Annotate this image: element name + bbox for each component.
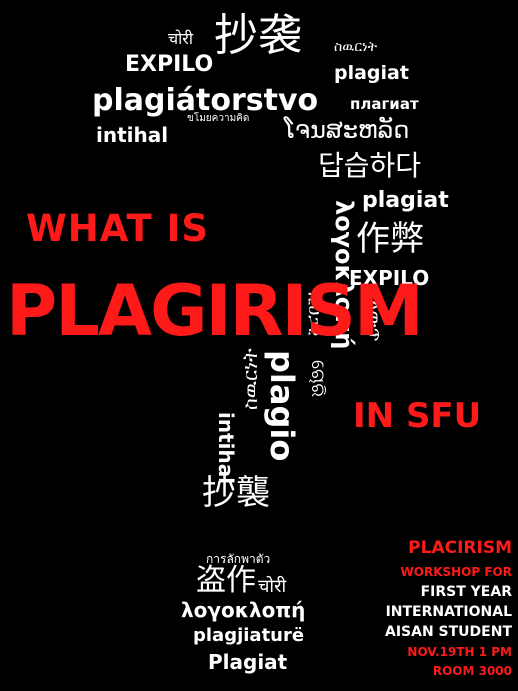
cloud-word: plagiat <box>334 62 409 84</box>
cloud-word: EXPILO <box>349 266 430 290</box>
heading-in-sfu: IN SFU <box>353 396 482 436</box>
cloud-word: चोरी <box>168 29 193 48</box>
cloud-word: 抄袭 <box>214 10 302 61</box>
cloud-word: плагиат <box>350 95 419 113</box>
cloud-word: plagio <box>263 350 301 462</box>
cloud-word: Plagiat <box>208 650 288 674</box>
info-line2: FIRST YEAR <box>420 584 512 600</box>
cloud-word: การลักพาตัว <box>206 552 271 566</box>
cloud-word: λογοκλοπή <box>181 598 306 622</box>
info-title: PLACIRISM <box>408 538 512 558</box>
cloud-word: चोरी <box>258 576 287 597</box>
cloud-word: plagjiaturë <box>193 625 305 646</box>
info-line3: INTERNATIONAL <box>385 604 512 620</box>
cloud-word: ଚୋରି <box>307 360 328 398</box>
info-room: ROOM 3000 <box>432 664 512 678</box>
info-date: NOV.19TH 1 PM <box>407 645 512 659</box>
cloud-word: plagiat <box>362 188 449 213</box>
cloud-word: plagiátorstvo <box>92 83 319 118</box>
cloud-word: 盗作 <box>196 563 256 598</box>
cloud-word: 답습하다 <box>318 149 422 182</box>
heading-main: PLAGIRISM <box>6 270 424 352</box>
cloud-word: 抄襲 <box>202 473 270 513</box>
info-line1: WORKSHOP FOR <box>400 565 512 579</box>
cloud-word: EXPILO <box>125 52 214 77</box>
cloud-word: ขโมยความคิด <box>187 113 250 124</box>
info-line4: AISAN STUDENT <box>384 624 512 640</box>
heading-what-is: WHAT IS <box>26 207 210 250</box>
cloud-word: ስዉርነት <box>238 348 262 410</box>
cloud-word: ስዉርነት <box>334 39 378 55</box>
cloud-word: ໂຈນສະຫລັດ <box>284 116 410 144</box>
cloud-word: intihal <box>96 123 169 147</box>
cloud-word: 作弊 <box>356 219 424 259</box>
